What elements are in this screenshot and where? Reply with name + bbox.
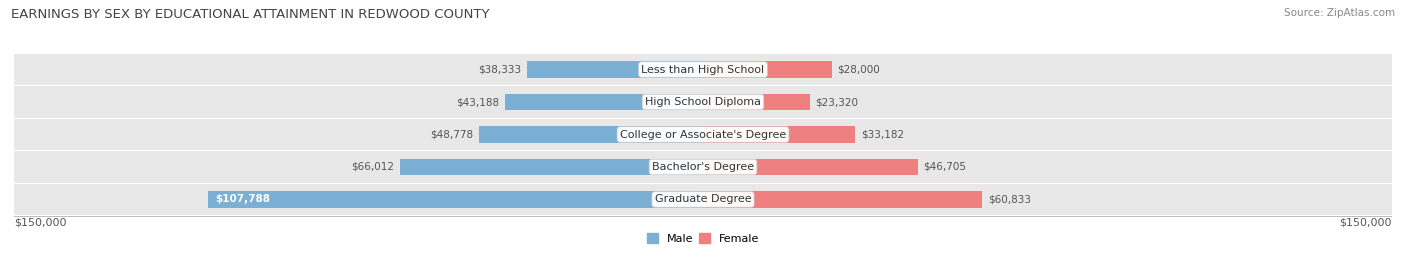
Bar (703, 191, 983, 208)
Text: $107,788: $107,788 (215, 194, 270, 204)
Text: $38,333: $38,333 (478, 65, 522, 75)
Text: EARNINGS BY SEX BY EDUCATIONAL ATTAINMENT IN REDWOOD COUNTY: EARNINGS BY SEX BY EDUCATIONAL ATTAINMEN… (11, 8, 489, 21)
Text: Bachelor's Degree: Bachelor's Degree (652, 162, 754, 172)
Text: $46,705: $46,705 (922, 162, 966, 172)
Bar (703, 94, 810, 111)
Text: $150,000: $150,000 (14, 217, 66, 227)
Text: Less than High School: Less than High School (641, 65, 765, 75)
Bar (14, 86, 1392, 118)
Text: Graduate Degree: Graduate Degree (655, 194, 751, 204)
Bar (527, 61, 703, 78)
Bar (505, 94, 703, 111)
Bar (703, 158, 918, 175)
Bar (399, 158, 703, 175)
Text: $150,000: $150,000 (1340, 217, 1392, 227)
Text: $43,188: $43,188 (456, 97, 499, 107)
Text: High School Diploma: High School Diploma (645, 97, 761, 107)
Bar (208, 191, 703, 208)
Text: College or Associate's Degree: College or Associate's Degree (620, 129, 786, 140)
Text: $33,182: $33,182 (860, 129, 904, 140)
Legend: Male, Female: Male, Female (644, 231, 762, 246)
Bar (14, 184, 1392, 215)
Bar (703, 61, 831, 78)
Bar (703, 126, 855, 143)
Text: $23,320: $23,320 (815, 97, 859, 107)
Bar (14, 119, 1392, 150)
Bar (14, 151, 1392, 183)
Bar (14, 54, 1392, 85)
Text: Source: ZipAtlas.com: Source: ZipAtlas.com (1284, 8, 1395, 18)
Text: $66,012: $66,012 (352, 162, 394, 172)
Bar (479, 126, 703, 143)
Text: $48,778: $48,778 (430, 129, 474, 140)
Text: $60,833: $60,833 (988, 194, 1031, 204)
Text: $28,000: $28,000 (837, 65, 880, 75)
